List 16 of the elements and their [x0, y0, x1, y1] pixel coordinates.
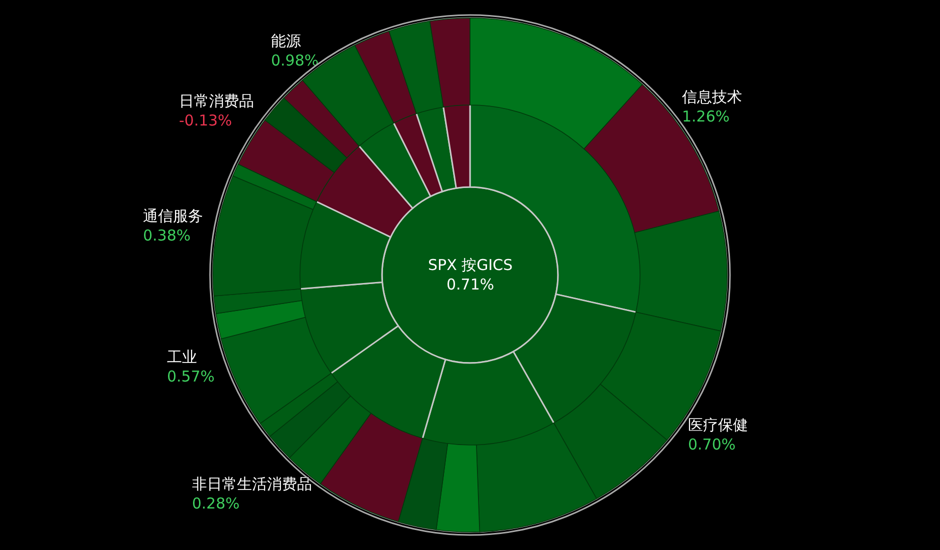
text: 0.38% [143, 226, 191, 244]
text: 0.71% [446, 276, 494, 294]
text: 0.57% [167, 368, 215, 386]
slice-label: 通信服务 [143, 207, 203, 225]
text: SPX 按GICS [428, 256, 513, 274]
slice-label: 信息技术 [682, 88, 742, 106]
slice-label: 能源 [271, 32, 301, 50]
slice-label: 日常消费品 [179, 92, 254, 110]
text: 1.26% [682, 108, 730, 126]
text: -0.13% [179, 112, 232, 130]
text: 0.98% [271, 52, 319, 70]
slice-label: 医疗保健 [688, 416, 748, 434]
text: 0.28% [192, 494, 240, 512]
slice-label: 工业 [167, 348, 197, 366]
slice-label: 非日常生活消费品 [192, 475, 312, 493]
text: 0.70% [688, 436, 736, 454]
